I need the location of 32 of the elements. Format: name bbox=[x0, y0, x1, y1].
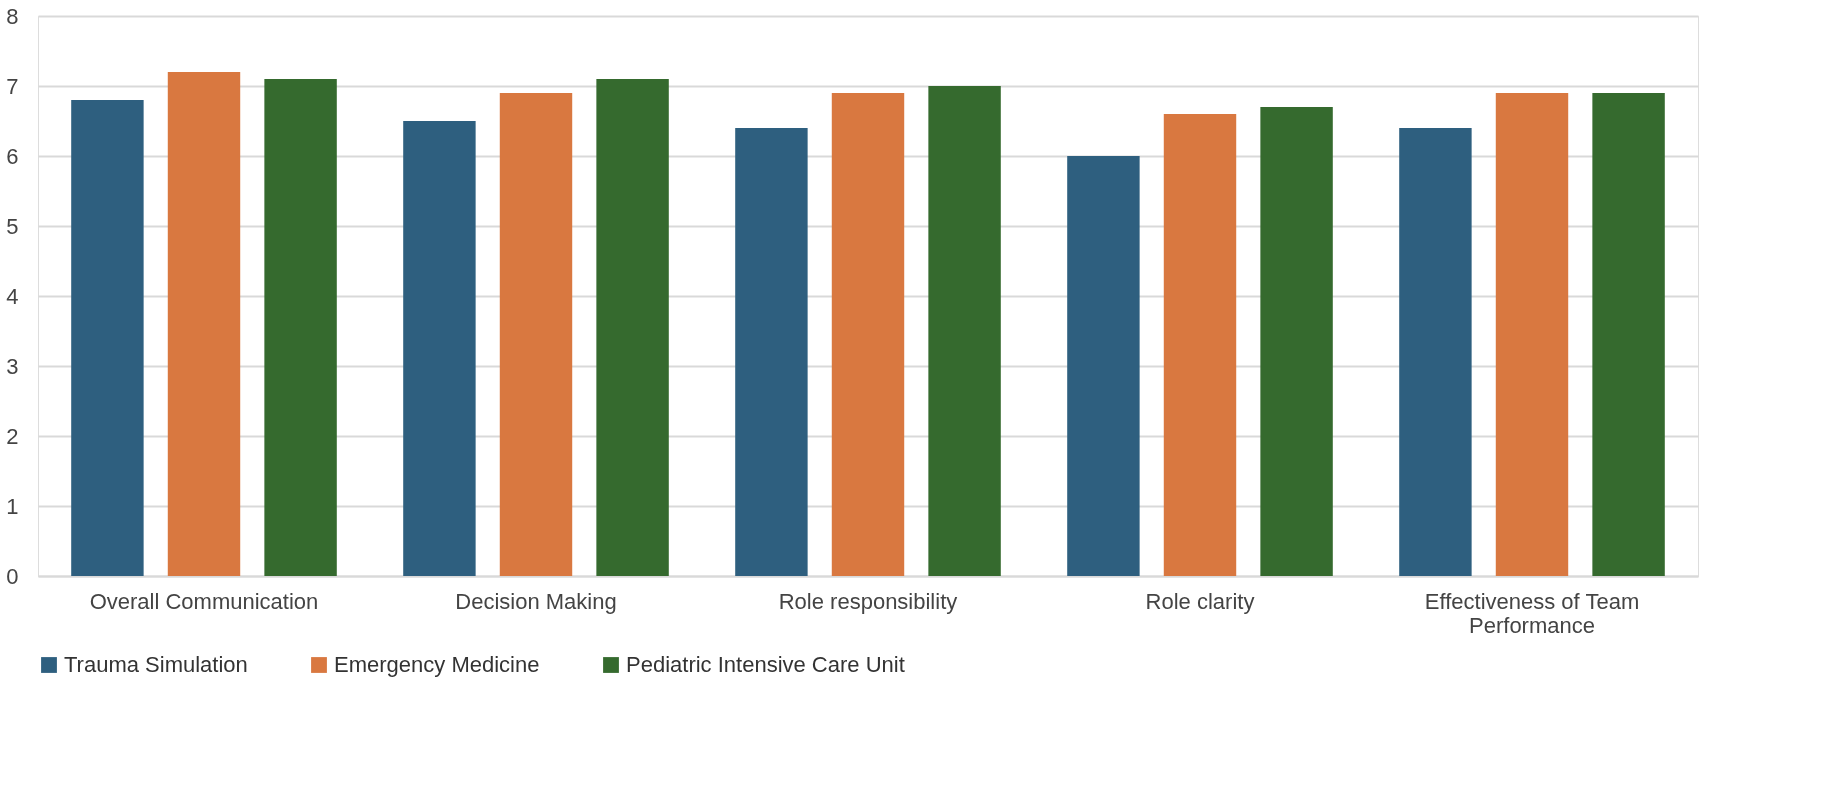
bar bbox=[1163, 114, 1237, 576]
y-tick-label: 7 bbox=[6, 73, 19, 99]
x-tick-label: Decision Making bbox=[455, 588, 617, 614]
y-tick-label: 1 bbox=[6, 493, 19, 519]
x-tick-label: Effectiveness of Team Performance bbox=[1424, 588, 1640, 638]
y-tick-label: 0 bbox=[6, 563, 19, 589]
y-tick-label: 8 bbox=[6, 3, 19, 29]
y-tick-label: 3 bbox=[6, 353, 19, 379]
bar bbox=[1495, 93, 1569, 576]
bar bbox=[1592, 93, 1665, 576]
legend-label: Emergency Medicine bbox=[334, 652, 540, 677]
legend-label: Pediatric Intensive Care Unit bbox=[626, 652, 905, 677]
x-tick-label: Role clarity bbox=[1145, 588, 1255, 614]
bar bbox=[1067, 156, 1140, 576]
legend-label: Trauma Simulation bbox=[64, 652, 248, 677]
bar bbox=[1399, 128, 1472, 576]
bar bbox=[596, 79, 669, 576]
bar bbox=[928, 86, 1001, 576]
bar bbox=[264, 79, 337, 576]
y-tick-label: 5 bbox=[6, 213, 19, 239]
x-tick-label: Role responsibility bbox=[778, 588, 958, 614]
y-tick-label: 6 bbox=[6, 143, 19, 169]
bar bbox=[735, 128, 808, 576]
bar bbox=[499, 93, 573, 576]
y-tick-label: 4 bbox=[6, 283, 19, 309]
y-tick-label: 2 bbox=[6, 423, 19, 449]
bar bbox=[167, 72, 241, 576]
bar bbox=[403, 121, 476, 576]
x-tick-label: Overall Communication bbox=[89, 588, 319, 614]
bar bbox=[1260, 107, 1333, 576]
bar bbox=[71, 100, 144, 576]
bar bbox=[831, 93, 905, 576]
